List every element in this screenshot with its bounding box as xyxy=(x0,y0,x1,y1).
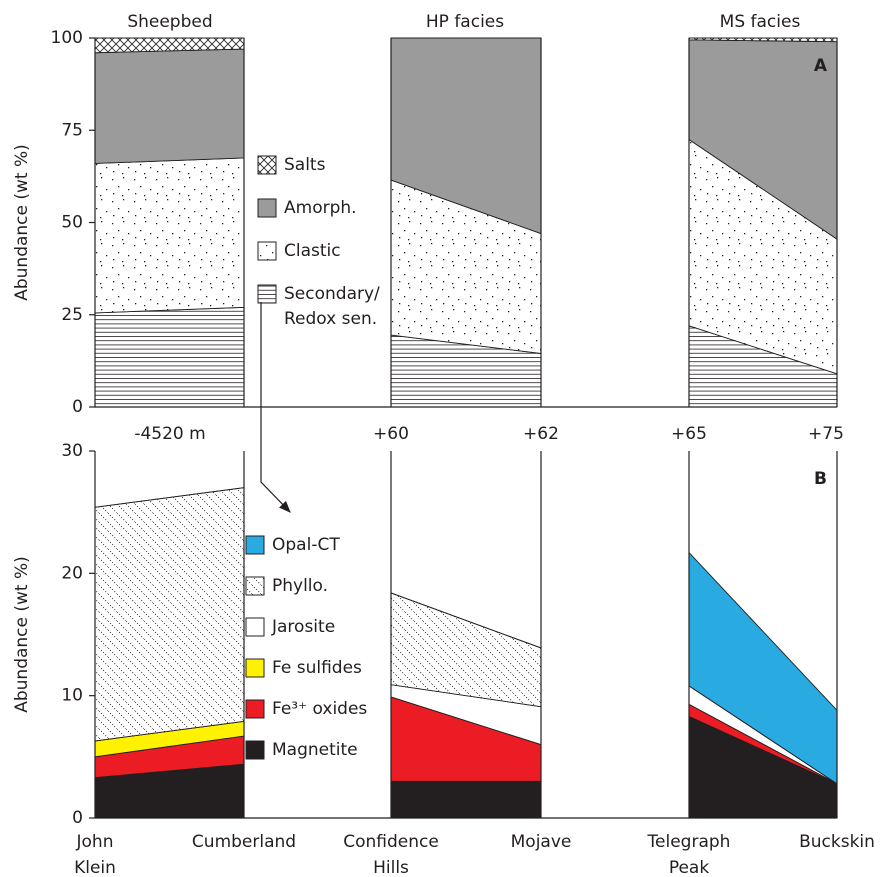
x-tick-label: Buckskin xyxy=(799,832,875,852)
legend-label: Fe sulfides xyxy=(272,658,362,678)
legend-label: Clastic xyxy=(284,241,341,261)
area-segment xyxy=(94,487,245,742)
legend-label: Jarosite xyxy=(271,617,335,637)
y-axis-label: Abundance (wt %) xyxy=(12,556,32,713)
legend-label: Magnetite xyxy=(272,740,358,760)
y-tick-label: 50 xyxy=(61,213,83,233)
elevation-label: +75 xyxy=(808,424,844,444)
legend-label: Fe³⁺ oxides xyxy=(272,699,367,719)
y-tick-label: 20 xyxy=(61,563,83,583)
legend-swatch xyxy=(257,198,277,218)
y-tick-label: 30 xyxy=(61,441,83,461)
elevation-label: -4520 m xyxy=(134,424,205,444)
legend-label: Salts xyxy=(284,155,326,175)
legend-swatch xyxy=(245,740,265,760)
x-tick-label: Cumberland xyxy=(192,832,296,852)
legend-swatch xyxy=(245,658,265,678)
x-tick-label: John Klein xyxy=(74,832,116,877)
area-segment xyxy=(94,157,245,314)
elevation-label: +60 xyxy=(373,424,409,444)
area-segment xyxy=(94,48,245,164)
elevation-label: +62 xyxy=(523,424,559,444)
legend-swatch xyxy=(245,617,265,637)
area-segment xyxy=(390,780,542,819)
legend-label: Opal-CT xyxy=(272,535,340,555)
panel-label: B xyxy=(814,469,827,489)
y-axis-label: Abundance (wt %) xyxy=(12,144,32,301)
y-tick-label: 100 xyxy=(51,28,83,48)
y-tick-label: 10 xyxy=(61,686,83,706)
legend-label: Phyllo. xyxy=(272,576,328,596)
legend-swatch xyxy=(245,576,265,596)
legend-swatch xyxy=(257,241,277,261)
group-title: MS facies xyxy=(720,12,801,32)
y-tick-label: 0 xyxy=(72,808,83,828)
elevation-label: +65 xyxy=(671,424,707,444)
panel-label: A xyxy=(814,56,828,76)
legend-label: Amorph. xyxy=(284,198,357,218)
x-tick-label: Mojave xyxy=(511,832,572,852)
legend-swatch xyxy=(257,155,277,175)
legend-swatch xyxy=(257,284,277,304)
arrow xyxy=(260,302,291,513)
legend-label: Secondary/Redox sen. xyxy=(284,284,380,329)
x-tick-label: Confidence Hills xyxy=(343,832,439,877)
group-title: HP facies xyxy=(426,12,504,32)
legend-swatch xyxy=(245,535,265,555)
y-tick-label: 75 xyxy=(61,120,83,140)
area-segment xyxy=(94,306,245,408)
legend-swatch xyxy=(245,699,265,719)
x-tick-label: Telegraph Peak xyxy=(647,832,731,877)
y-tick-label: 0 xyxy=(72,397,83,417)
y-tick-label: 25 xyxy=(61,305,83,325)
group-title: Sheepbed xyxy=(127,12,212,32)
